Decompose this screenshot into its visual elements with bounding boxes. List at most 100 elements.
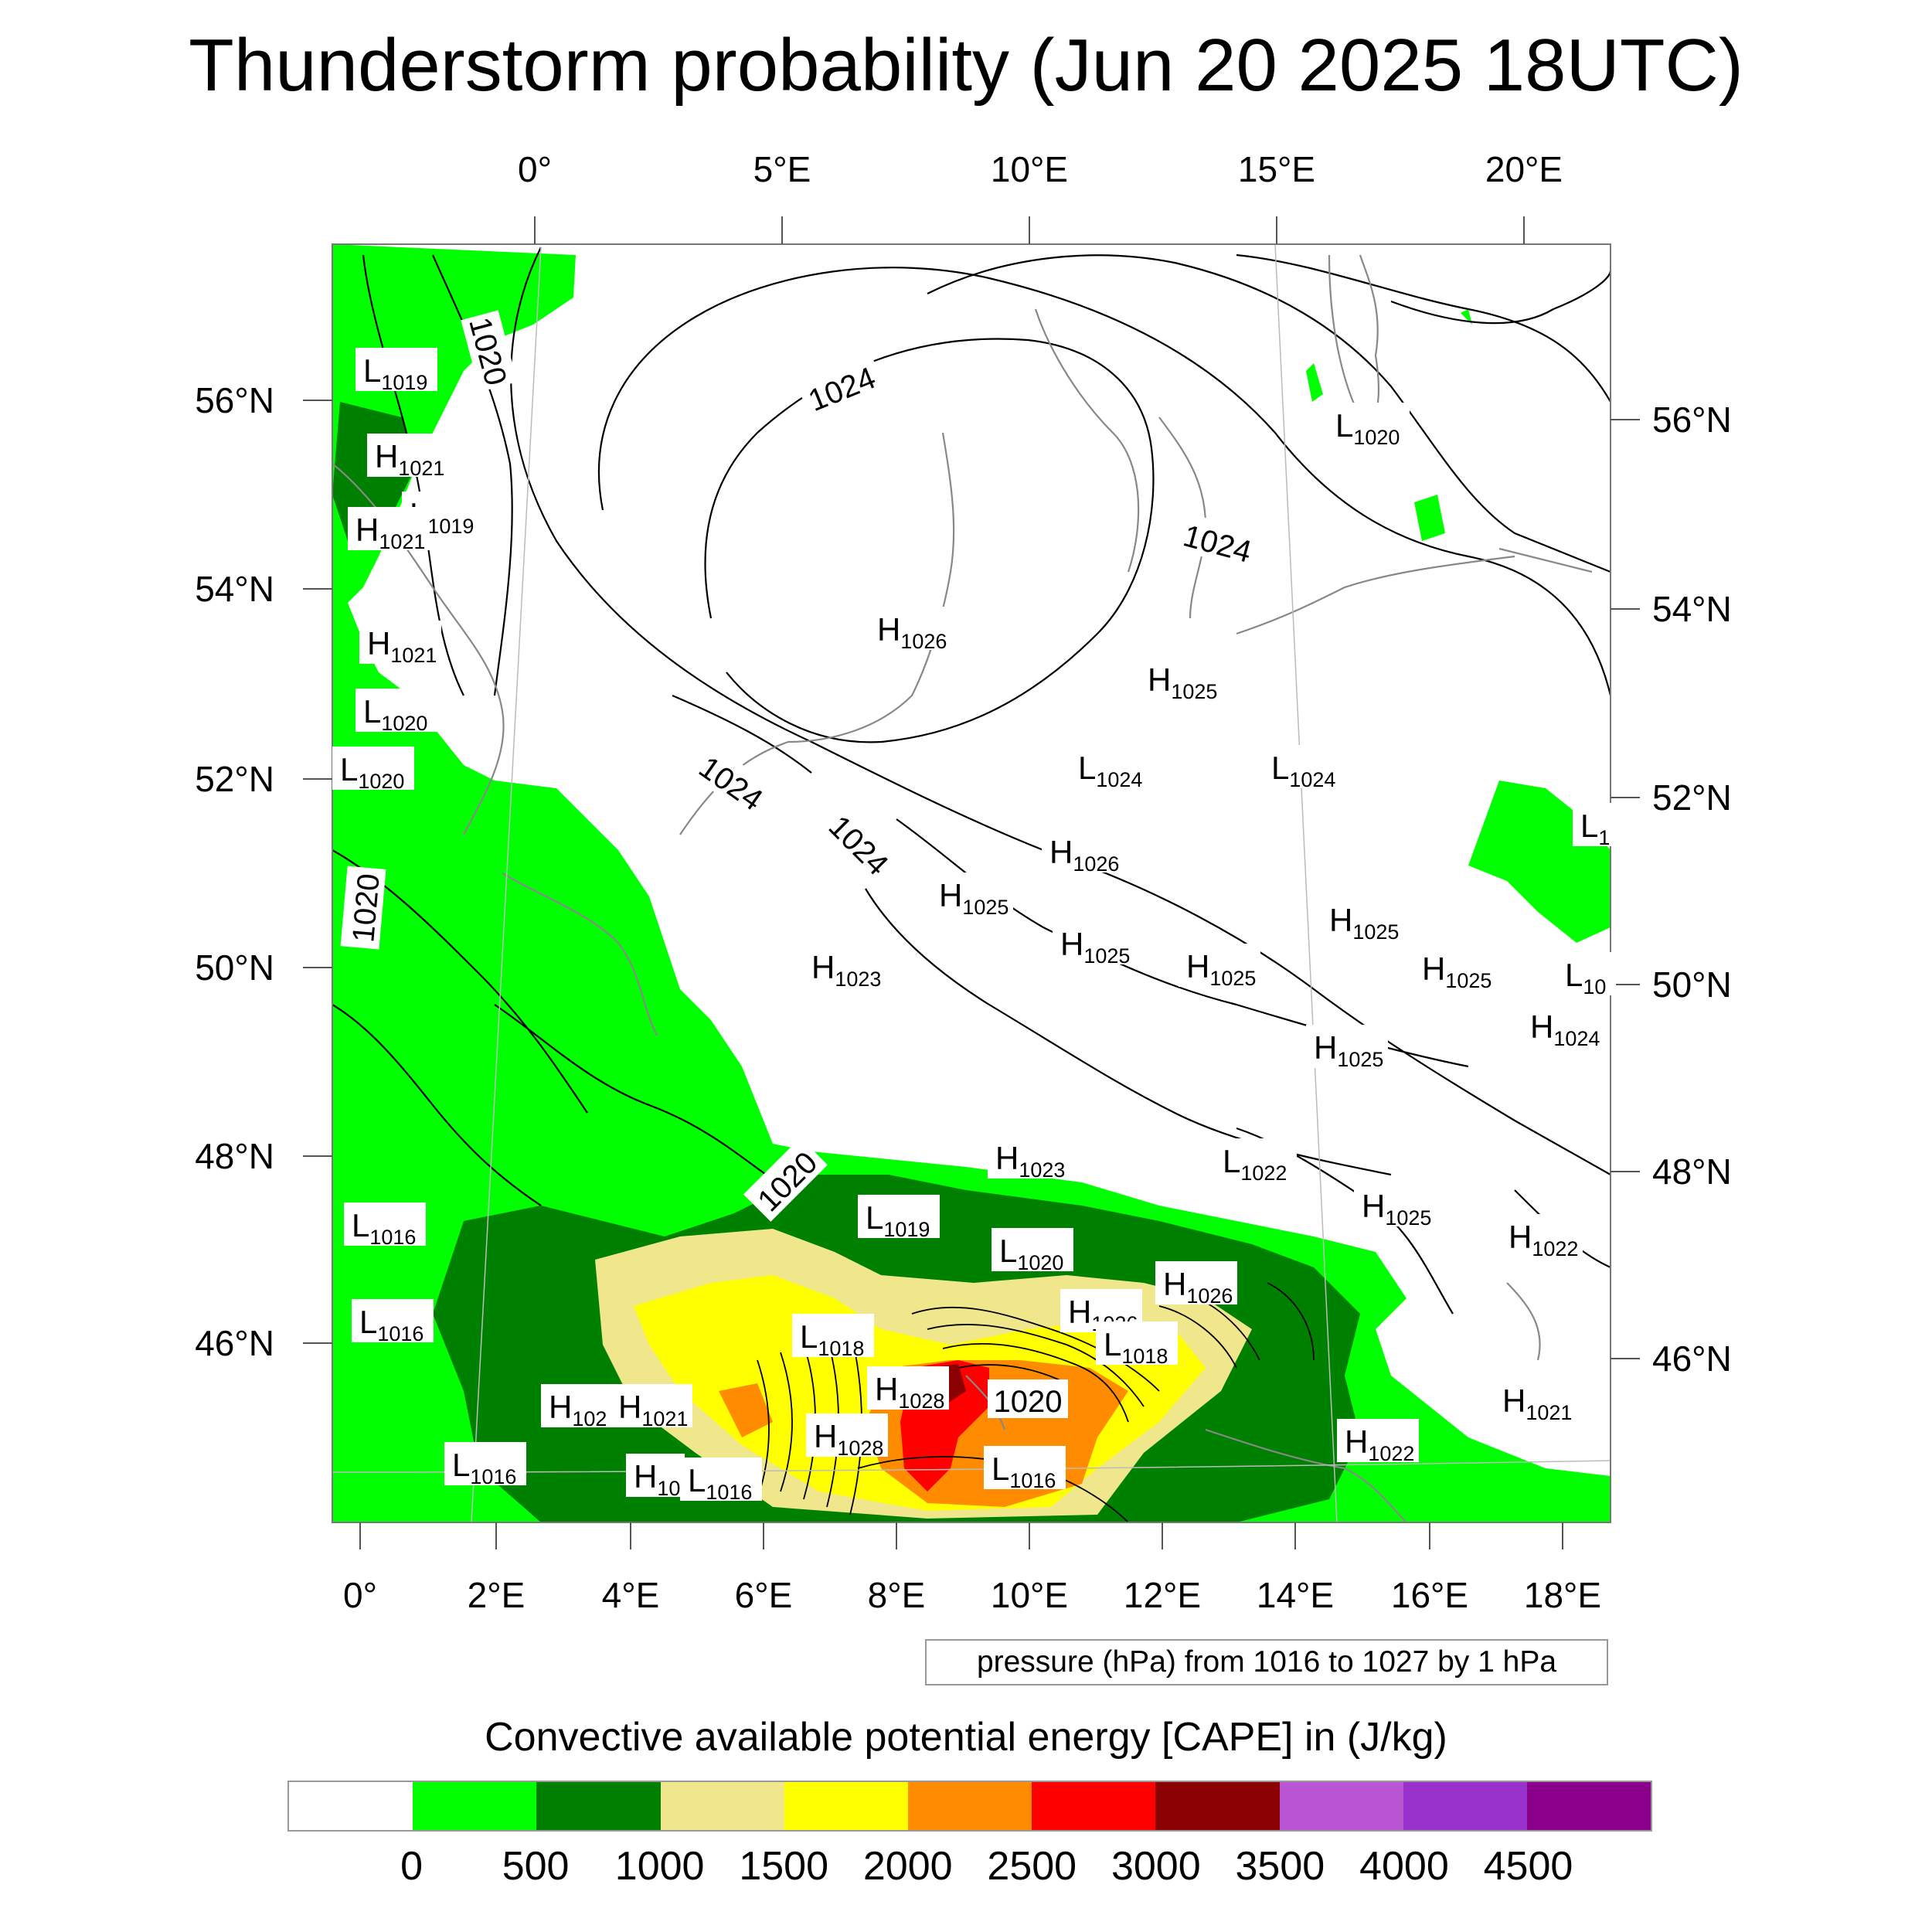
- colorbar-swatch: [1403, 1782, 1527, 1830]
- pressure-center: H1026: [1155, 1261, 1237, 1308]
- right-lat-label: 56°N: [1652, 400, 1732, 440]
- high-pressure-label: H1024: [1530, 1009, 1600, 1050]
- high-pressure-label: H1025: [1060, 926, 1130, 968]
- pressure-center: L10: [1557, 952, 1616, 998]
- colorbar-tick-label: 1000: [614, 1844, 705, 1889]
- colorbar-swatch: [536, 1782, 661, 1830]
- pressure-center: L1024: [1264, 745, 1345, 791]
- pressure-center: L1018: [792, 1314, 874, 1360]
- high-pressure-label: H1022: [1345, 1423, 1414, 1465]
- pressure-center: L1018: [1096, 1321, 1178, 1368]
- left-lat-label: 50°N: [195, 947, 274, 988]
- top-lon-label: 20°E: [1485, 149, 1563, 189]
- low-pressure-label: L1016: [452, 1447, 516, 1488]
- pressure-center: H1028: [867, 1366, 949, 1413]
- right-lat-label: 46°N: [1652, 1338, 1732, 1379]
- colorbar-tick-label: 0: [400, 1844, 423, 1889]
- high-pressure-label: H10: [634, 1458, 680, 1500]
- pressure-center-labels: L1019 H1021 L1019 H1021 H1021 L1020 L1020 L1016…: [332, 348, 1620, 1504]
- low-pressure-label: L1016: [352, 1207, 416, 1249]
- top-lon-ticks: [534, 216, 1525, 244]
- pressure-center: H1025: [1321, 897, 1403, 944]
- high-pressure-label: H1021: [375, 438, 444, 480]
- map-figure: 0° 5°E 10°E 15°E 20°E 0° 2°E 4°E 6°E 8°E…: [195, 149, 1732, 1615]
- pressure-center: L1020: [332, 747, 414, 793]
- pressure-center: H1025: [931, 872, 1013, 919]
- low-pressure-label: L1020: [340, 751, 404, 793]
- top-lon-label: 10°E: [991, 149, 1068, 189]
- pressure-center: L1016: [352, 1299, 434, 1345]
- low-pressure-label: L1016: [359, 1304, 423, 1345]
- map-frame: [332, 243, 1611, 1523]
- pressure-center: H1021: [367, 434, 449, 480]
- colorbar-tick-label: 4000: [1359, 1844, 1449, 1889]
- low-pressure-label: L1024: [1078, 750, 1142, 791]
- chart-title: Thunderstorm probability (Jun 20 2025 18…: [189, 24, 1743, 107]
- high-pressure-label: H1025: [1148, 662, 1217, 703]
- isobar-value-labels: 1020 1024 1024 1024 1024 1020 1020 1020: [340, 310, 1262, 1419]
- pressure-center: H1025: [1179, 944, 1260, 990]
- colorbar-ticks: 0 500 1000 1500 2000 2500 3000 3500 4000 4500: [0, 1843, 1932, 1897]
- colorbar-tick-label: 2500: [987, 1844, 1077, 1889]
- high-pressure-label: H1023: [995, 1140, 1065, 1182]
- colorbar-tick-label: 500: [502, 1844, 570, 1889]
- right-lat-label: 52°N: [1652, 777, 1732, 818]
- pressure-center: H1021: [611, 1384, 692, 1430]
- bottom-lon-label: 14°E: [1257, 1575, 1334, 1615]
- bottom-lon-label: 8°E: [868, 1575, 926, 1615]
- pressure-center: L1016: [680, 1458, 762, 1504]
- bottom-lon-labels: 0° 2°E 4°E 6°E 8°E 10°E 12°E 14°E 16°E 1…: [343, 1575, 1601, 1615]
- pressure-center: L1020: [355, 689, 437, 735]
- isobar-label: 1020: [994, 1385, 1063, 1419]
- high-pressure-label: H1025: [1314, 1029, 1383, 1071]
- pressure-center: H1026: [1042, 829, 1124, 876]
- colorbar-swatch: [1526, 1782, 1651, 1830]
- low-pressure-label: L1016: [992, 1451, 1056, 1492]
- pressure-center: L1022: [1215, 1138, 1297, 1185]
- pressure-center: H1028: [806, 1413, 888, 1460]
- pressure-center: H1025: [1354, 1183, 1436, 1230]
- pressure-center: L1016: [984, 1446, 1066, 1492]
- pressure-center: L1: [1573, 803, 1620, 849]
- high-pressure-label: H1022: [1509, 1219, 1578, 1260]
- left-lat-ticks: [303, 400, 332, 1344]
- high-pressure-label: H1025: [1362, 1188, 1431, 1230]
- low-pressure-label: L1016: [688, 1462, 752, 1504]
- right-lat-label: 50°N: [1652, 964, 1732, 1005]
- high-pressure-label: H1026: [1163, 1266, 1233, 1308]
- top-lon-label: 15°E: [1238, 149, 1315, 189]
- right-lat-labels: 56°N 54°N 52°N 50°N 48°N 46°N: [1652, 400, 1732, 1379]
- high-pressure-label: H1021: [355, 512, 425, 553]
- pressure-center: L1024: [1070, 745, 1152, 791]
- colorbar-tick-label: 3000: [1111, 1844, 1201, 1889]
- colorbar-swatch: [413, 1782, 537, 1830]
- high-pressure-label: H1021: [618, 1389, 688, 1430]
- low-pressure-label: L1020: [363, 693, 427, 735]
- right-lat-label: 54°N: [1652, 589, 1732, 629]
- high-pressure-label: H1021: [367, 625, 437, 667]
- high-pressure-label: H1025: [1186, 948, 1256, 990]
- low-pressure-label: L1020: [1335, 407, 1400, 449]
- pressure-center: L1016: [444, 1442, 526, 1488]
- top-lon-label: 5°E: [753, 149, 811, 189]
- pressure-center: L1020: [1328, 403, 1410, 449]
- pressure-center: L1019: [355, 348, 437, 394]
- pressure-center: H1026: [869, 607, 951, 653]
- left-lat-label: 46°N: [195, 1323, 274, 1363]
- bottom-lon-label: 0°: [343, 1575, 377, 1615]
- high-pressure-label: H1021: [1502, 1383, 1572, 1424]
- isobar-label: 1020: [346, 872, 386, 944]
- pressure-center: H102: [541, 1384, 611, 1430]
- low-pressure-label: L1: [1580, 808, 1610, 849]
- top-lon-labels: 0° 5°E 10°E 15°E 20°E: [518, 149, 1563, 189]
- pressure-center: H1024: [1522, 1004, 1604, 1050]
- pressure-center: L1019: [858, 1195, 940, 1241]
- pressure-center: H1025: [1053, 921, 1134, 968]
- pressure-center: H1022: [1337, 1419, 1419, 1465]
- bottom-lon-label: 18°E: [1524, 1575, 1601, 1615]
- colorbar-label: Convective available potential energy [C…: [485, 1715, 1447, 1760]
- high-pressure-label: H1025: [939, 877, 1009, 919]
- high-pressure-label: H1023: [811, 949, 881, 991]
- pressure-center: H1021: [1495, 1378, 1577, 1424]
- high-pressure-label: H1025: [1422, 951, 1492, 992]
